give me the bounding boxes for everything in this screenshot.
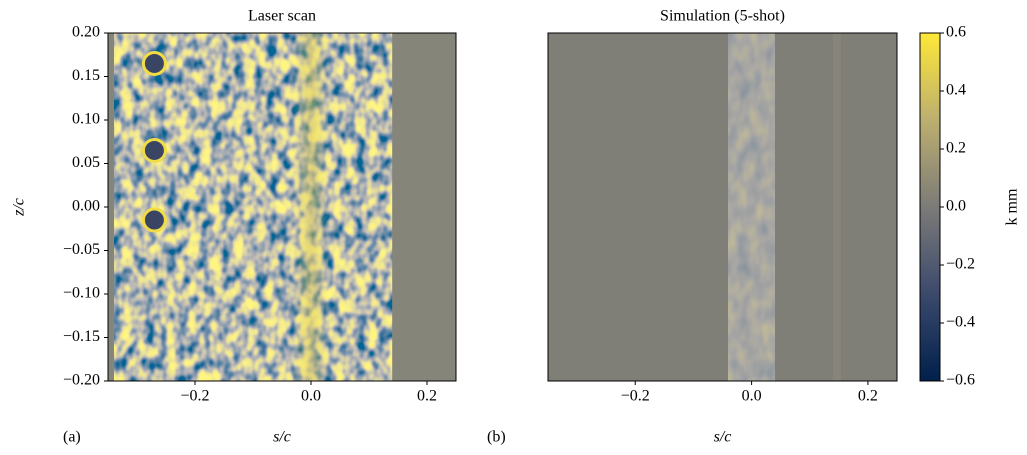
- y-tick-label: −0.15: [63, 328, 100, 345]
- x-tick-label: 0.0: [742, 388, 762, 405]
- y-tick-label: −0.05: [63, 241, 100, 258]
- center-texture: [728, 33, 775, 381]
- edge-region: [108, 33, 114, 381]
- x-tick-label: −0.2: [621, 388, 650, 405]
- axes-frame: [547, 32, 898, 382]
- x-tick-label: 0.0: [301, 388, 321, 405]
- colorbar-gradient: [920, 33, 940, 381]
- y-tick-label: −0.10: [63, 285, 100, 302]
- center-band: [293, 33, 329, 381]
- port-hole: [141, 207, 167, 233]
- x-tick-label: 0.2: [417, 388, 437, 405]
- y-tick-label: 0.10: [72, 111, 100, 128]
- axes-title: Laser scan: [248, 8, 316, 25]
- panel-label: (a): [63, 429, 81, 446]
- y-tick-label: −0.20: [63, 372, 100, 389]
- colorbar-tick-label: 0.4: [946, 82, 966, 99]
- port-hole: [141, 137, 167, 163]
- colorbar-tick-label: −0.2: [946, 256, 975, 273]
- colorbar-tick-label: −0.6: [946, 372, 975, 389]
- edge-band: [833, 33, 842, 381]
- colorbar-tick-label: 0.0: [946, 198, 966, 215]
- y-axis-label: z/c: [11, 198, 28, 217]
- y-tick-label: 0.15: [72, 67, 100, 84]
- colorbar-label: k mm: [1004, 188, 1021, 225]
- heatmap-image: [108, 33, 456, 381]
- x-tick-label: 0.2: [858, 388, 878, 405]
- background: [548, 33, 897, 381]
- colorbar-tick-label: −0.4: [946, 314, 975, 331]
- y-tick-label: 0.20: [72, 24, 100, 41]
- x-axis-label: s/c: [714, 429, 732, 446]
- colorbar-tick-label: 0.6: [946, 24, 966, 41]
- flat-region: [392, 33, 456, 381]
- x-tick-label: −0.2: [180, 388, 209, 405]
- axes-title: Simulation (5-shot): [660, 8, 785, 25]
- port-hole: [141, 50, 167, 76]
- heatmap-image: [548, 33, 897, 381]
- y-tick-label: 0.00: [72, 198, 100, 215]
- colorbar-tick-label: 0.2: [946, 140, 966, 157]
- panel-label: (b): [487, 429, 506, 446]
- y-tick-label: 0.05: [72, 154, 100, 171]
- x-axis-label: s/c: [273, 429, 291, 446]
